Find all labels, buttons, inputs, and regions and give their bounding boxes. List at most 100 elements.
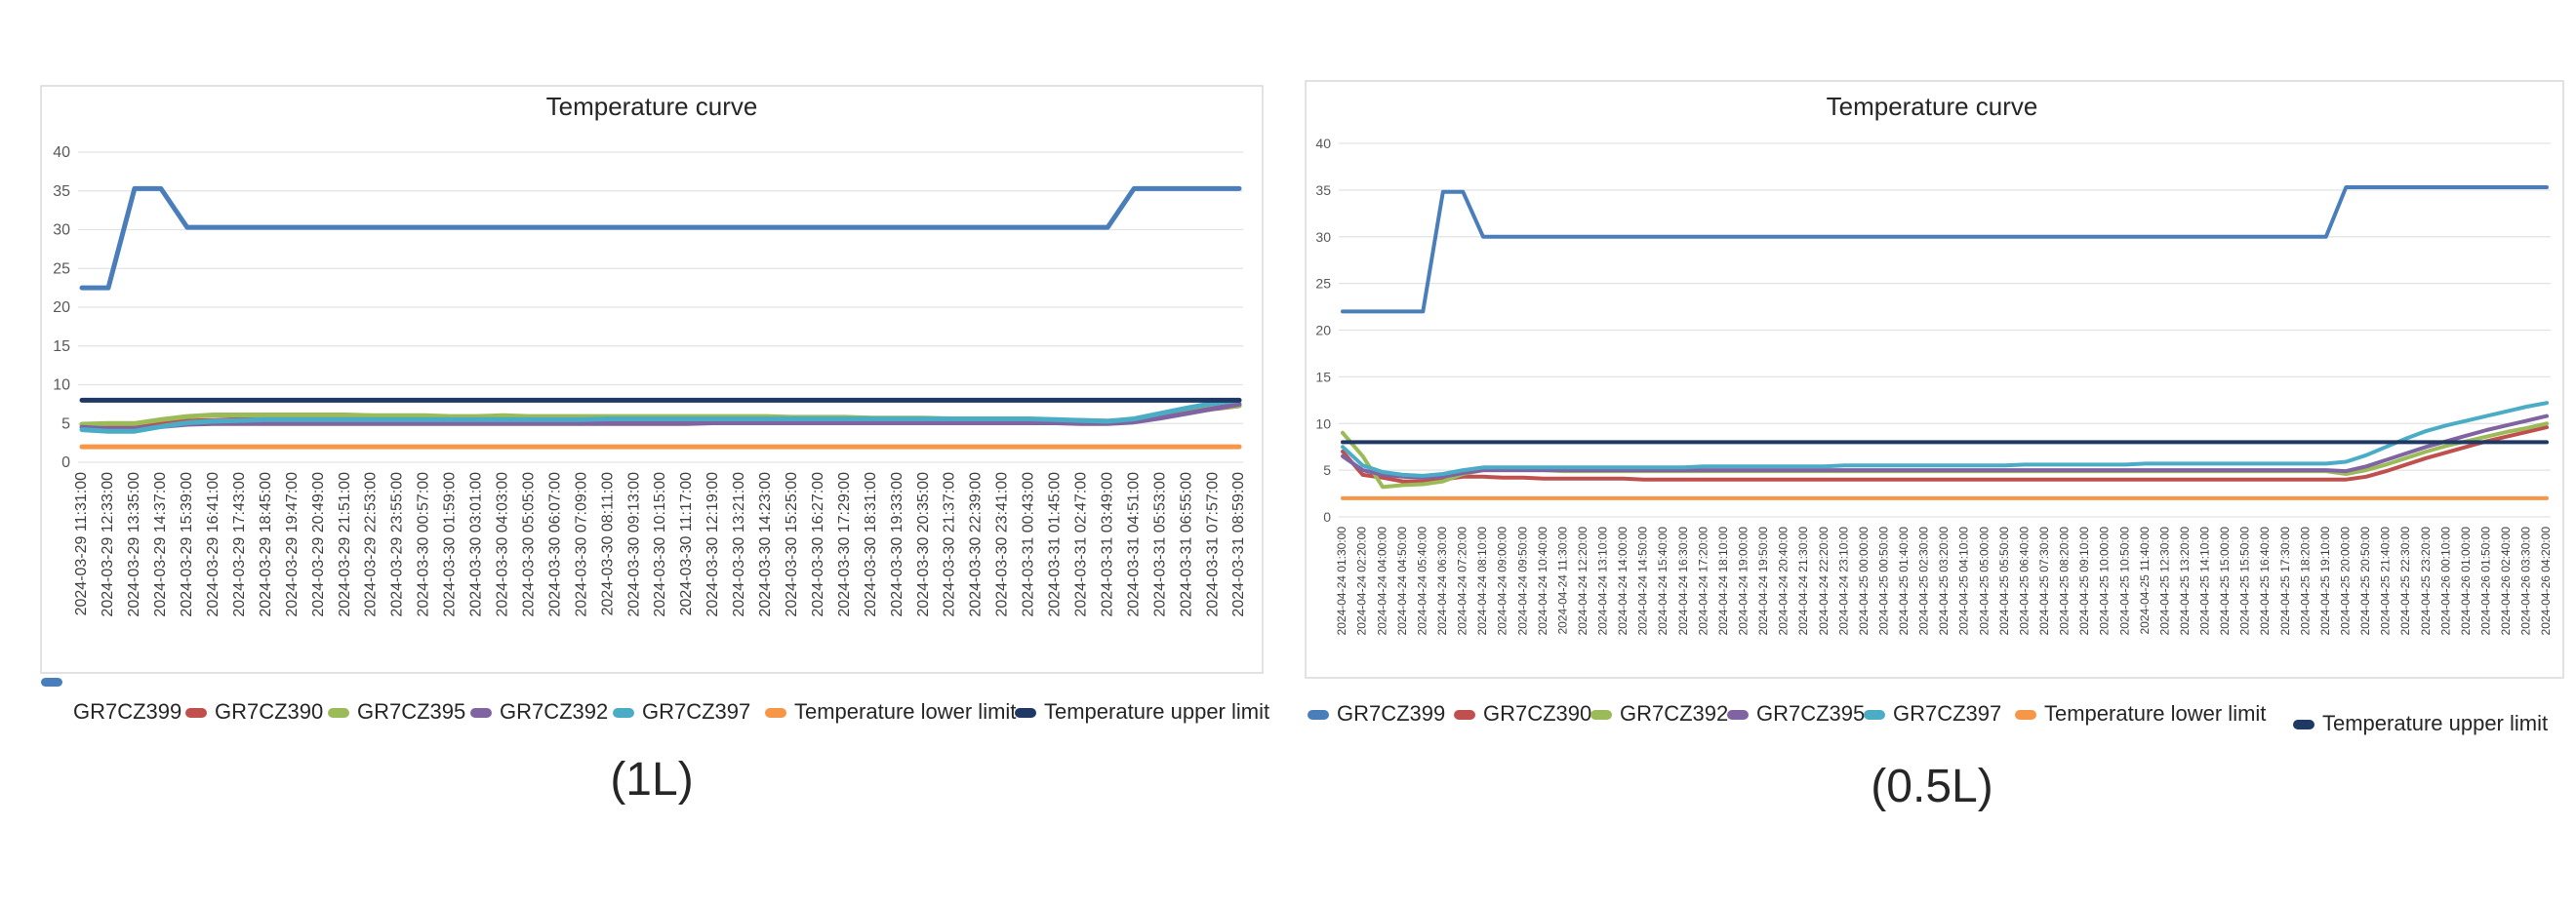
chart-1l-x-tick-label: 2024-03-30 12:19:00 xyxy=(704,472,721,617)
chart-1l-x-tick-label: 2024-03-31 03:49:00 xyxy=(1099,472,1115,617)
chart-05l-x-tick-label: 2024-04-25 00:00:00 xyxy=(1857,527,1871,636)
chart-05l-x-tick-label: 2024-04-25 02:30:00 xyxy=(1917,527,1931,636)
chart-05l-x-tick-label: 2024-04-25 09:10:00 xyxy=(2077,527,2091,636)
legend-label: GR7CZ399 xyxy=(73,699,181,724)
chart-05l-legend-item-temperature-upper-limit: Temperature upper limit xyxy=(2293,711,2548,735)
chart-05l-legend-item-gr7cz392: GR7CZ392 xyxy=(1590,701,1728,726)
chart-05l-x-tick-label: 2024-04-24 07:20:00 xyxy=(1456,527,1469,636)
chart-05l-series-gr7cz399 xyxy=(1341,185,2549,314)
chart-1l-y-tick-label: 40 xyxy=(53,144,70,161)
chart-05l-legend-item-gr7cz390: GR7CZ390 xyxy=(1454,701,1591,726)
chart-05l-series-gr7cz397 xyxy=(1341,401,2549,478)
chart-1l-x-tick-label: 2024-03-29 14:37:00 xyxy=(152,472,169,617)
chart-05l-x-tick-label: 2024-04-25 15:00:00 xyxy=(2218,527,2232,636)
chart-05l-x-tick-label: 2024-04-25 21:40:00 xyxy=(2379,527,2393,636)
chart-1l-frame xyxy=(40,85,1264,674)
chart-05l-x-tick-label: 2024-04-24 12:20:00 xyxy=(1576,527,1590,636)
legend-swatch-icon xyxy=(1308,710,1329,720)
chart-1l-series-gr7cz397 xyxy=(79,397,1242,434)
chart-1l-x-tick-label: 2024-03-29 17:43:00 xyxy=(231,472,248,617)
chart-1l-x-tick-label: 2024-03-29 18:45:00 xyxy=(258,472,274,617)
chart-1l-x-tick-label: 2024-03-31 08:59:00 xyxy=(1230,472,1247,617)
chart-05l-x-tick-label: 2024-04-25 17:30:00 xyxy=(2278,527,2292,636)
chart-05l-y-tick-label: 40 xyxy=(1315,136,1331,151)
chart-1l-x-tick-label: 2024-03-30 07:09:00 xyxy=(573,472,589,617)
chart-05l-legend-item-gr7cz395: GR7CZ395 xyxy=(1727,701,1865,726)
chart-05l-x-tick-label: 2024-04-26 03:30:00 xyxy=(2519,527,2533,636)
chart-1l-y-tick-label: 30 xyxy=(53,222,70,239)
chart-05l-x-tick-label: 2024-04-25 01:40:00 xyxy=(1897,527,1911,636)
chart-1l-title: Temperature curve xyxy=(546,92,758,121)
chart-05l-x-tick-label: 2024-04-26 02:40:00 xyxy=(2499,527,2513,636)
chart-05l-y-tick-label: 0 xyxy=(1323,509,1331,525)
legend-swatch-icon xyxy=(1015,708,1036,718)
chart-05l-y-tick-label: 25 xyxy=(1315,276,1331,292)
chart-05l-plot-area xyxy=(1341,185,2549,500)
legend-swatch-icon xyxy=(2015,710,2036,720)
chart-05l-x-tick-label: 2024-04-24 09:50:00 xyxy=(1515,527,1529,636)
legend-swatch-icon xyxy=(1454,710,1475,720)
chart-1l-x-tick-label: 2024-03-30 14:23:00 xyxy=(757,472,774,617)
chart-05l-x-tick-label: 2024-04-24 16:30:00 xyxy=(1676,527,1690,636)
chart-1l-x-tick-label: 2024-03-29 11:31:00 xyxy=(73,472,90,615)
chart-1l-x-tick-label: 2024-03-30 04:03:00 xyxy=(494,472,510,617)
chart-1l-x-tick-label: 2024-03-30 08:11:00 xyxy=(599,472,616,615)
chart-05l-legend-item-temperature-lower-limit: Temperature lower limit xyxy=(2015,701,2266,726)
chart-1l-x-tick-label: 2024-03-30 17:29:00 xyxy=(836,472,853,617)
chart-1l-legend-item-temperature-lower-limit: Temperature lower limit xyxy=(765,699,1016,724)
chart-05l-y-tick-label: 10 xyxy=(1315,415,1331,431)
legend-label: GR7CZ395 xyxy=(1756,701,1865,726)
chart-1l-x-tick-label: 2024-03-30 20:35:00 xyxy=(915,472,932,617)
legend-label: GR7CZ390 xyxy=(1483,701,1591,726)
chart-1l-legend-item-gr7cz390: GR7CZ390 xyxy=(185,699,323,724)
chart-1l-x-tick-label: 2024-03-30 00:57:00 xyxy=(416,472,432,617)
chart-05l-x-tick-label: 2024-04-24 11:30:00 xyxy=(1555,527,1569,635)
chart-1l: Temperature curve 0 5 10 15 20 25 30 35 40 2024-… xyxy=(40,85,1269,806)
legend-swatch-icon xyxy=(328,708,349,718)
chart-1l-x-tick-label: 2024-03-31 05:53:00 xyxy=(1151,472,1168,617)
chart-05l-y-tick-label: 5 xyxy=(1323,462,1331,478)
chart-1l-x-tick-label: 2024-03-30 10:15:00 xyxy=(652,472,668,617)
chart-05l-x-tick-label: 2024-04-24 08:10:00 xyxy=(1475,527,1489,636)
legend-label: GR7CZ395 xyxy=(357,699,465,724)
chart-05l-x-axis: 2024-04-24 01:30:00 2024-04-24 02:20:00 20… xyxy=(1335,527,2553,636)
chart-1l-x-tick-label: 2024-03-30 16:27:00 xyxy=(810,472,826,617)
chart-05l-x-tick-label: 2024-04-24 10:40:00 xyxy=(1536,527,1550,636)
legend-label: Temperature upper limit xyxy=(2322,711,2548,735)
chart-1l-x-axis: 2024-03-29 11:31:00 2024-03-29 12:33:00 20… xyxy=(73,472,1247,617)
chart-05l-x-tick-label: 2024-04-26 04:20:00 xyxy=(2539,527,2553,636)
chart-1l-legend-item-gr7cz397: GR7CZ397 xyxy=(613,699,750,724)
chart-1l-x-tick-label: 2024-03-30 01:59:00 xyxy=(442,472,459,617)
chart-05l-x-tick-label: 2024-04-24 23:10:00 xyxy=(1836,527,1850,636)
chart-05l-x-tick-label: 2024-04-25 00:50:00 xyxy=(1876,527,1890,636)
chart-1l-series-gr7cz399 xyxy=(79,185,1242,291)
chart-1l-x-tick-label: 2024-03-30 22:39:00 xyxy=(968,472,985,617)
chart-05l-series-gr7cz390 xyxy=(1341,425,2549,484)
chart-05l-x-tick-label: 2024-04-25 04:10:00 xyxy=(1957,527,1971,636)
chart-05l-x-tick-label: 2024-04-25 20:00:00 xyxy=(2339,527,2353,636)
chart-1l-y-tick-label: 35 xyxy=(53,183,70,200)
chart-05l-y-tick-label: 30 xyxy=(1315,229,1331,245)
chart-05l-x-tick-label: 2024-04-26 01:00:00 xyxy=(2459,527,2473,636)
chart-1l-x-tick-label: 2024-03-29 16:41:00 xyxy=(205,472,221,617)
chart-05l-x-tick-label: 2024-04-24 05:40:00 xyxy=(1415,527,1429,636)
chart-1l-x-tick-label: 2024-03-30 21:37:00 xyxy=(942,472,958,617)
chart-05l-x-tick-label: 2024-04-25 13:20:00 xyxy=(2178,527,2192,636)
chart-05l-x-tick-label: 2024-04-25 06:40:00 xyxy=(2017,527,2031,636)
chart-1l-legend-item-gr7cz392: GR7CZ392 xyxy=(470,699,608,724)
chart-1l-x-tick-label: 2024-03-29 20:49:00 xyxy=(310,472,327,617)
chart-05l-x-tick-label: 2024-04-24 19:50:00 xyxy=(1756,527,1770,636)
chart-1l-x-tick-label: 2024-03-29 21:51:00 xyxy=(337,472,353,617)
chart-05l-x-tick-label: 2024-04-24 17:20:00 xyxy=(1696,527,1710,636)
chart-1l-x-tick-label: 2024-03-30 11:17:00 xyxy=(678,472,695,615)
chart-05l-x-tick-label: 2024-04-25 07:30:00 xyxy=(2037,527,2051,636)
chart-1l-legend-item-temperature-upper-limit: Temperature upper limit xyxy=(1015,699,1269,724)
chart-1l-x-tick-label: 2024-03-31 01:45:00 xyxy=(1047,472,1064,617)
chart-1l-plot-area xyxy=(79,185,1242,450)
chart-1l-y-tick-label: 25 xyxy=(53,260,70,277)
chart-05l-title: Temperature curve xyxy=(1827,92,2038,121)
chart-05l-x-tick-label: 2024-04-24 14:50:00 xyxy=(1636,527,1650,636)
chart-05l-x-tick-label: 2024-04-24 15:40:00 xyxy=(1656,527,1670,636)
chart-05l-caption: (0.5L) xyxy=(1871,761,1992,812)
